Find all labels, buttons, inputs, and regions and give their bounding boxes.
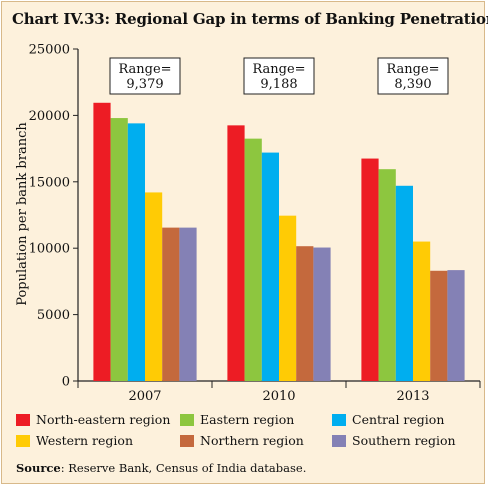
- legend-item-eastern: Eastern region: [180, 412, 294, 427]
- bar: [244, 138, 262, 381]
- legend-swatch: [332, 434, 346, 447]
- bar: [279, 215, 297, 381]
- source-note: Source: Reserve Bank, Census of India da…: [16, 461, 306, 475]
- range-annotation-label: Range=: [252, 62, 305, 77]
- legend-label: Northern region: [200, 433, 304, 448]
- legend-label: North-eastern region: [36, 412, 171, 427]
- bar: [162, 227, 180, 381]
- bar: [430, 270, 448, 381]
- range-annotation-label: Range=: [386, 62, 439, 77]
- legend-item-southern: Southern region: [332, 433, 456, 448]
- bar: [261, 152, 279, 381]
- legend-item-north-eastern: North-eastern region: [16, 412, 170, 427]
- bar: [227, 125, 245, 381]
- y-tick-label: 10000: [29, 242, 70, 257]
- source-label: Source: [16, 461, 61, 475]
- y-tick-label: 0: [62, 375, 70, 390]
- range-annotation-box: [377, 57, 449, 95]
- bar: [395, 185, 413, 381]
- bar: [313, 247, 331, 381]
- plot-area: 0 5000 10000 15000 20000 25000 2007 2010 2013 Ran…: [29, 43, 481, 404]
- x-tick-label: 2007: [128, 389, 161, 404]
- legend-swatch: [16, 434, 30, 447]
- legend-swatch: [332, 413, 346, 426]
- y-tick-label: 20000: [29, 109, 70, 124]
- bar: [93, 102, 111, 381]
- x-tick-label: 2013: [396, 389, 429, 404]
- y-tick-label: 25000: [29, 43, 70, 58]
- range-annotation-box: [243, 57, 315, 95]
- y-tick-label: 5000: [37, 308, 70, 323]
- bar: [179, 227, 197, 381]
- legend-label: Central region: [352, 412, 445, 427]
- legend-swatch: [180, 434, 194, 447]
- legend-item-western: Western region: [16, 433, 133, 448]
- bar: [378, 169, 396, 381]
- legend-item-central: Central region: [332, 412, 444, 427]
- legend-label: Western region: [36, 433, 134, 448]
- legend-item-northern: Northern region: [180, 433, 304, 448]
- bar: [145, 192, 163, 381]
- bar: [447, 270, 465, 381]
- source-text: : Reserve Bank, Census of India database…: [60, 461, 307, 475]
- x-tick-label: 2010: [262, 389, 295, 404]
- legend-label: Eastern region: [200, 412, 295, 427]
- legend-swatch: [16, 413, 30, 426]
- bar: [127, 123, 145, 382]
- range-annotation-box: [109, 57, 181, 95]
- bar: [361, 158, 379, 381]
- y-axis-label: Population per bank branch: [15, 122, 30, 306]
- range-annotation-value: 9,188: [260, 77, 297, 92]
- legend-label: Southern region: [352, 433, 456, 448]
- bar: [296, 246, 314, 381]
- bar: [413, 241, 431, 381]
- range-annotation-value: 9,379: [126, 77, 163, 92]
- legend-swatch: [180, 413, 194, 426]
- range-annotation-label: Range=: [118, 62, 171, 77]
- bar: [110, 118, 128, 381]
- y-tick-label: 15000: [29, 175, 70, 190]
- chart-title: Chart IV.33: Regional Gap in terms of Ba…: [12, 10, 488, 28]
- range-annotation-value: 8,390: [394, 77, 431, 92]
